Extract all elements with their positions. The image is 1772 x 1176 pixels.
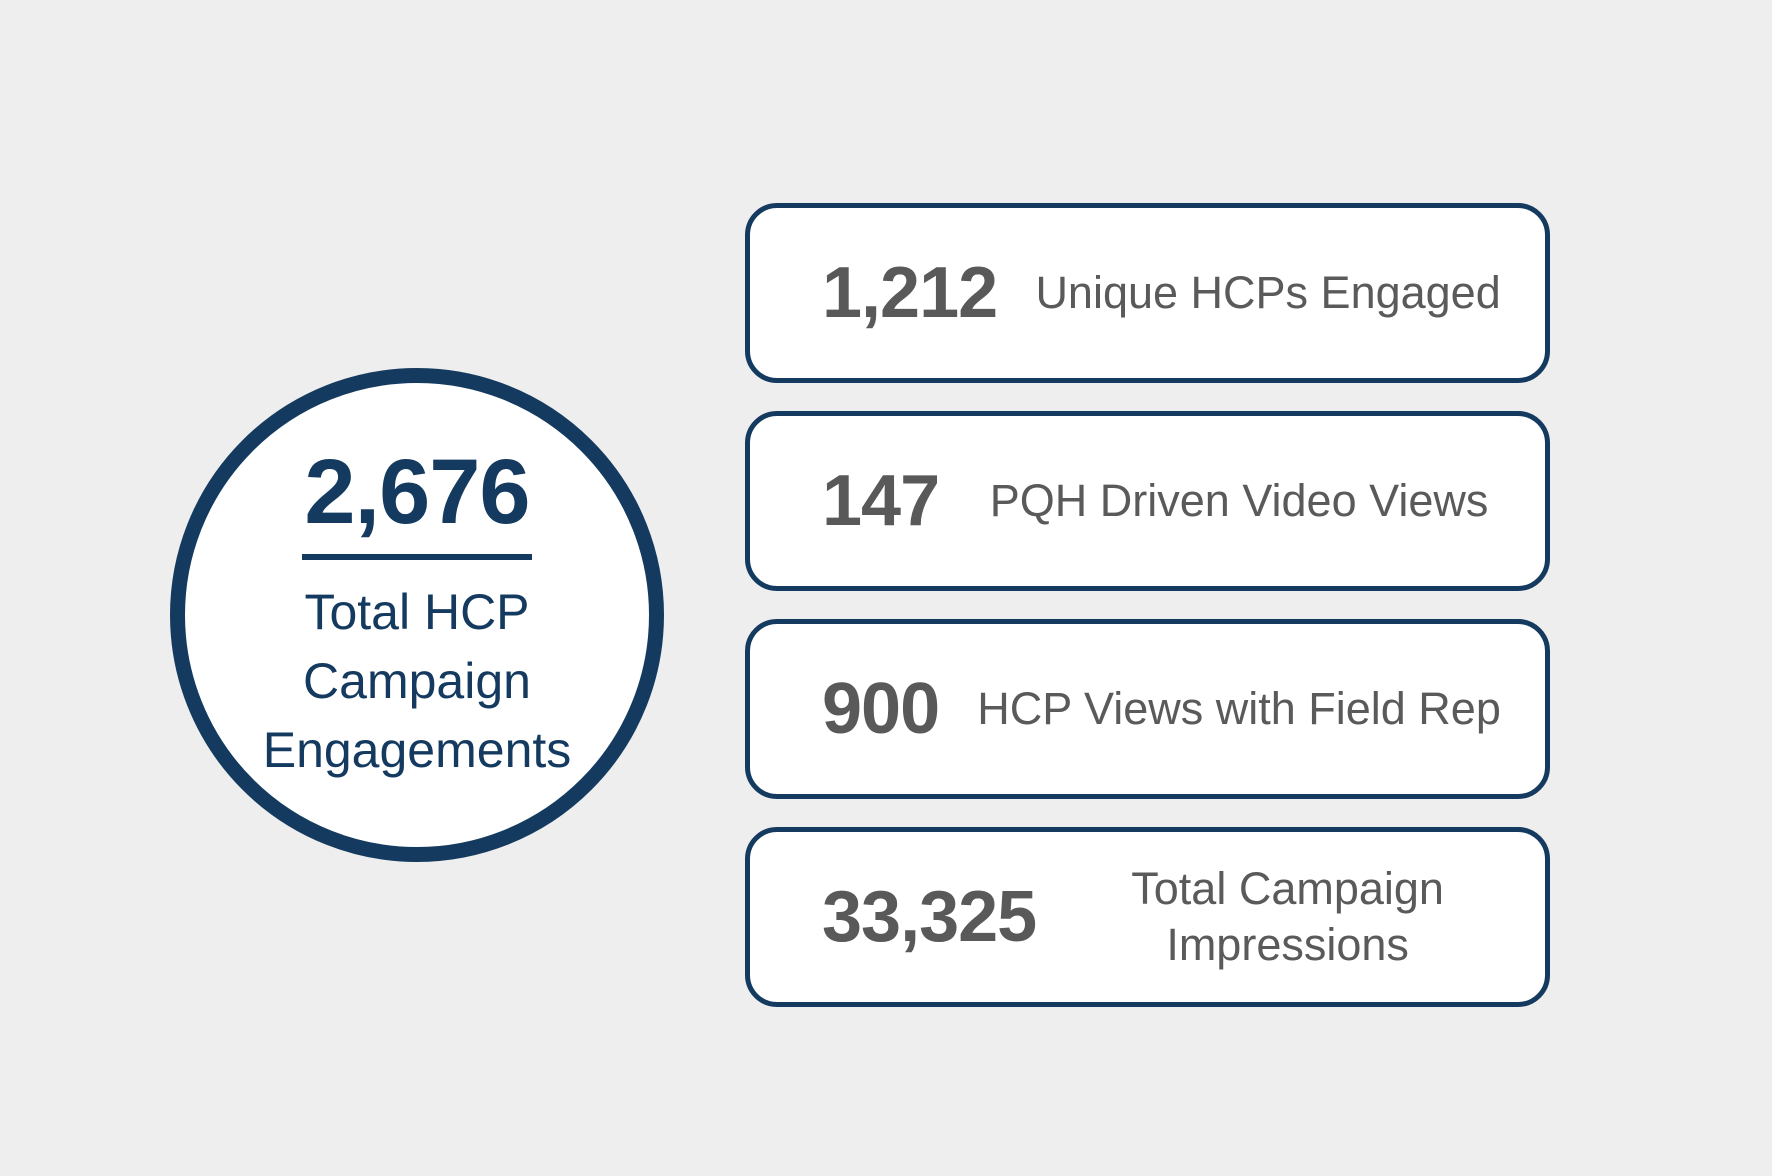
stat-value-pqh-video-views: 147 xyxy=(822,461,940,541)
total-engagements-value: 2,676 xyxy=(304,440,530,543)
stat-card-total-impressions: 33,325 Total Campaign Impressions xyxy=(745,827,1550,1007)
stat-label-pqh-video-views: PQH Driven Video Views xyxy=(989,474,1489,526)
stat-value-field-rep-views: 900 xyxy=(822,669,940,749)
stat-card-unique-hcps: 1,212 Unique HCPs Engaged xyxy=(745,203,1550,383)
stat-value-total-impressions: 33,325 xyxy=(822,877,1037,957)
stat-value-unique-hcps: 1,212 xyxy=(822,253,998,333)
stat-label-total-impressions: Total Campaign Impressions xyxy=(1131,862,1444,970)
stat-label-field-rep-views: HCP Views with Field Rep xyxy=(977,682,1501,734)
total-engagements-label: Total HCP Campaign Engagements xyxy=(262,583,572,778)
stat-card-list: 1,212 Unique HCPs Engaged 147 PQH Driven… xyxy=(745,203,1550,1007)
stat-label-unique-hcps: Unique HCPs Engaged xyxy=(1035,266,1501,318)
total-engagements-circle: 2,676 Total HCP Campaign Engagements xyxy=(170,368,664,862)
stat-card-pqh-video-views: 147 PQH Driven Video Views xyxy=(745,411,1550,591)
circle-divider-line xyxy=(302,553,532,560)
stat-card-field-rep-views: 900 HCP Views with Field Rep xyxy=(745,619,1550,799)
